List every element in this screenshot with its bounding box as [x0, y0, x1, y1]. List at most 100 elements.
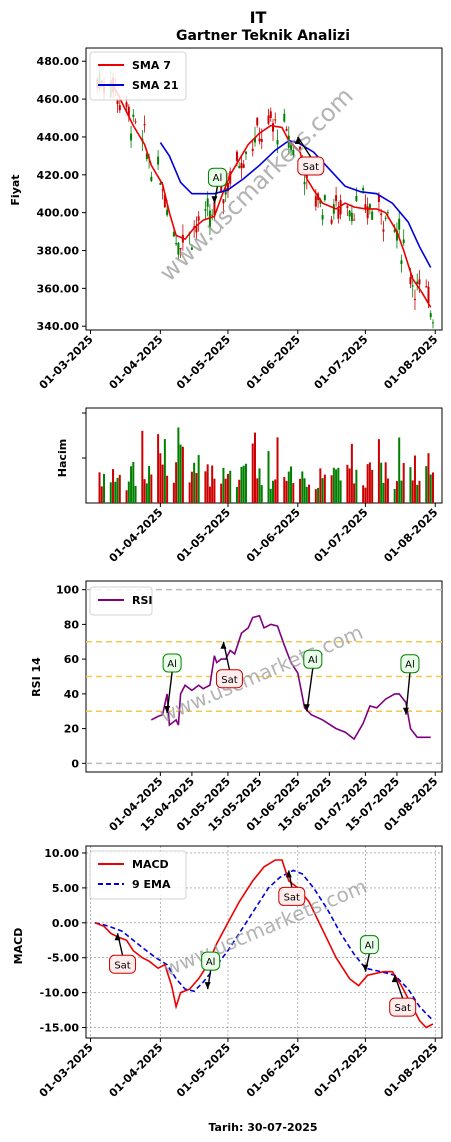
- macd-x-tick-label: 01-06-2025: [244, 1041, 303, 1100]
- candle-body: [416, 281, 419, 285]
- candle-body: [368, 204, 371, 210]
- candle-body: [163, 194, 166, 208]
- volume-bar: [335, 469, 338, 503]
- macd-frame: [85, 845, 443, 1039]
- candle-body: [418, 279, 421, 285]
- macd-y-label: MACD: [12, 928, 25, 965]
- volume-bar: [213, 478, 216, 503]
- price-signal-sat-arrowhead: [294, 136, 301, 144]
- volume-bar: [409, 467, 412, 503]
- volume-y-label: Hacim: [56, 439, 69, 477]
- candle-body: [150, 176, 153, 182]
- volume-bar: [175, 462, 178, 503]
- rsi-signal-al-label: Al: [308, 655, 318, 666]
- volume-bar: [319, 468, 322, 503]
- volume-bar: [260, 485, 263, 503]
- volume-bar: [272, 480, 275, 503]
- volume-bar: [118, 474, 121, 503]
- candle-body: [195, 226, 198, 233]
- macd-signal-sat-label: Sat: [114, 960, 130, 971]
- volume-bar: [274, 479, 277, 503]
- candle-body: [197, 216, 200, 221]
- volume-bar: [303, 478, 306, 503]
- candle-body: [211, 214, 214, 216]
- candle-body: [335, 195, 338, 202]
- candle-body: [321, 215, 324, 220]
- candle-body: [157, 156, 160, 165]
- volume-bar: [125, 490, 128, 503]
- macd-signal-sat-arrowhead: [391, 975, 398, 983]
- candle-body: [253, 137, 256, 143]
- rsi-signal-al-arrowhead: [164, 705, 171, 713]
- candle-body: [240, 162, 243, 169]
- volume-bar: [386, 478, 389, 503]
- volume-bar: [116, 477, 119, 503]
- sma21-line: [159, 139, 432, 268]
- macd-signal-sat-arrowhead: [285, 870, 292, 878]
- macd-legend-entry: 9 EMA: [132, 878, 171, 891]
- candle-body: [145, 153, 148, 160]
- volume-bar: [362, 485, 365, 503]
- candle-body: [175, 243, 178, 245]
- candle-body: [330, 219, 333, 224]
- candle-body: [159, 182, 162, 185]
- candle-body: [323, 195, 326, 201]
- candle-body: [319, 199, 322, 204]
- candle-body: [283, 113, 286, 122]
- price-y-tick-label: 340.00: [37, 320, 80, 333]
- volume-x-tick-label: 01-07-2025: [312, 506, 371, 565]
- price-panel: 340.00 360.00 380.00 400.00 420.00 440.00 460.…: [9, 47, 443, 392]
- volume-bar: [346, 464, 349, 503]
- volume-bar: [285, 480, 288, 503]
- volume-panel: 01-04-2025 01-05-2025 01-06-2025 01-07-2025…: [56, 407, 443, 565]
- price-x-tick-label: 01-05-2025: [174, 333, 233, 392]
- volume-bar: [402, 463, 405, 503]
- candle-body: [143, 124, 146, 126]
- volume-bar: [429, 474, 432, 503]
- candle-body: [208, 210, 211, 228]
- candle-body: [350, 212, 353, 222]
- volume-bar: [204, 471, 207, 503]
- macd-watermark: www.uscmarkets.com: [160, 874, 370, 981]
- rsi-signal-al-arrowhead: [303, 704, 310, 712]
- macd-signal-al-badge: [201, 951, 221, 971]
- candle-body: [348, 210, 351, 217]
- price-x-tick-label: 01-07-2025: [312, 333, 371, 392]
- candle-body: [366, 206, 369, 219]
- macd-y-tick-label: 10.00: [44, 847, 79, 860]
- candle-body: [425, 286, 428, 288]
- volume-bar: [425, 466, 428, 503]
- candle-body: [339, 200, 342, 215]
- candle-body: [395, 230, 398, 241]
- macd-x-tick-label: 01-05-2025: [174, 1041, 233, 1100]
- price-y-tick-label: 440.00: [37, 131, 80, 144]
- price-y-tick-label: 400.00: [37, 207, 80, 220]
- macd-signal-sat-badge: [389, 997, 417, 1017]
- volume-bar: [368, 462, 371, 503]
- figure-title: IT: [250, 8, 267, 27]
- volume-bar: [301, 471, 304, 503]
- volume-bar: [166, 475, 169, 503]
- volume-bar: [380, 462, 383, 503]
- candle-body: [244, 151, 247, 154]
- candle-body: [127, 106, 130, 117]
- price-signal-al-arrowhead: [211, 196, 218, 204]
- rsi-legend-entry: RSI: [132, 594, 153, 607]
- price-y-tick-label: 360.00: [37, 282, 80, 295]
- volume-bar: [393, 488, 396, 503]
- volume-bar: [276, 437, 279, 503]
- volume-bar: [235, 486, 238, 503]
- macd-signal-al-label: Al: [365, 941, 375, 952]
- candle-body: [402, 239, 405, 244]
- ema-line: [94, 869, 434, 1022]
- macd-legend-entry: MACD: [132, 858, 169, 871]
- candle-body: [398, 218, 401, 230]
- volume-bar: [339, 480, 342, 503]
- rsi-signal-al-label: Al: [405, 660, 415, 671]
- candle-body: [431, 322, 434, 324]
- price-y-label: Fiyat: [9, 174, 22, 205]
- candle-body: [238, 166, 241, 169]
- volume-bar: [283, 477, 286, 503]
- volume-bar: [103, 473, 106, 503]
- candle-body: [258, 138, 261, 142]
